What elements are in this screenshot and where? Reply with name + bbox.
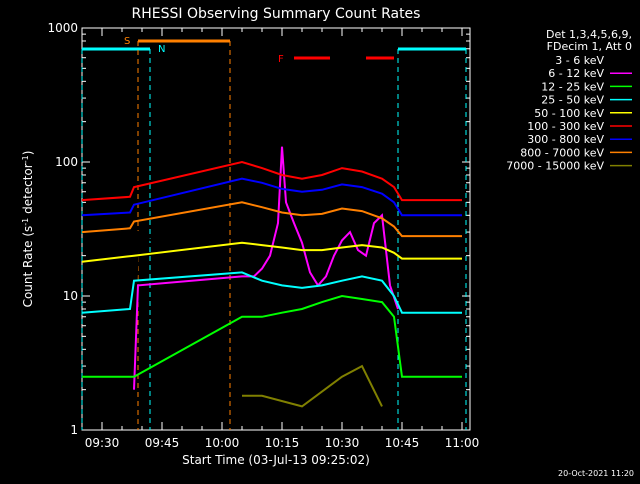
legend-label-3: 25 - 50 keV xyxy=(541,94,604,107)
y-label-sup: -1 xyxy=(21,155,30,163)
y-label-part: Count Rate (s xyxy=(21,226,35,308)
x-tick-label: 10:30 xyxy=(325,436,360,450)
legend-label-0: 3 - 6 keV xyxy=(555,54,604,67)
legend-label-2: 12 - 25 keV xyxy=(541,80,604,93)
series-line-8 xyxy=(242,364,383,408)
series-line-1 xyxy=(133,146,399,390)
annotation-n: N xyxy=(158,44,165,55)
y-label-part: ) xyxy=(21,151,35,156)
chart-title: RHESSI Observing Summary Count Rates xyxy=(132,6,421,22)
series-line-6 xyxy=(81,177,462,217)
legend-label-6: 300 - 800 keV xyxy=(527,133,604,146)
x-axis-label: Start Time (03-Jul-13 09:25:02) xyxy=(182,453,370,467)
legend-label-7: 800 - 7000 keV xyxy=(520,146,604,159)
x-tick-label: 11:00 xyxy=(445,436,480,450)
series-line-5 xyxy=(81,160,462,202)
y-tick-label: 10 xyxy=(63,289,78,303)
legend-label-8: 7000 - 15000 keV xyxy=(506,160,604,173)
y-tick-label: 1 xyxy=(70,423,78,437)
x-tick-label: 10:15 xyxy=(265,436,300,450)
annotation-s: S xyxy=(124,36,130,47)
y-axis-label: Count Rate (s-1 detector-1) xyxy=(21,151,36,308)
legend-header-2: FDecim 1, Att 0 xyxy=(547,40,632,53)
x-tick-label: 10:45 xyxy=(385,436,420,450)
legend-header-1: Det 1,3,4,5,6,9, xyxy=(546,28,632,41)
x-tick-label: 09:45 xyxy=(145,436,180,450)
series-line-7 xyxy=(81,201,462,238)
annotation-f: F xyxy=(278,54,284,65)
y-tick-label: 1000 xyxy=(47,21,78,35)
y-tick-label: 100 xyxy=(55,155,78,169)
legend-label-4: 50 - 100 keV xyxy=(534,107,604,120)
legend-label-5: 100 - 300 keV xyxy=(527,120,604,133)
footer-date: 20-Oct-2021 11:20 xyxy=(558,469,634,478)
series-line-4 xyxy=(81,241,462,263)
y-label-part: detector xyxy=(21,163,35,218)
series-line-2 xyxy=(82,294,462,378)
series-line-3 xyxy=(81,271,462,314)
legend-label-1: 6 - 12 keV xyxy=(548,67,604,80)
x-tick-label: 10:00 xyxy=(205,436,240,450)
y-label-sup: -1 xyxy=(21,218,30,226)
x-tick-label: 09:30 xyxy=(85,436,120,450)
